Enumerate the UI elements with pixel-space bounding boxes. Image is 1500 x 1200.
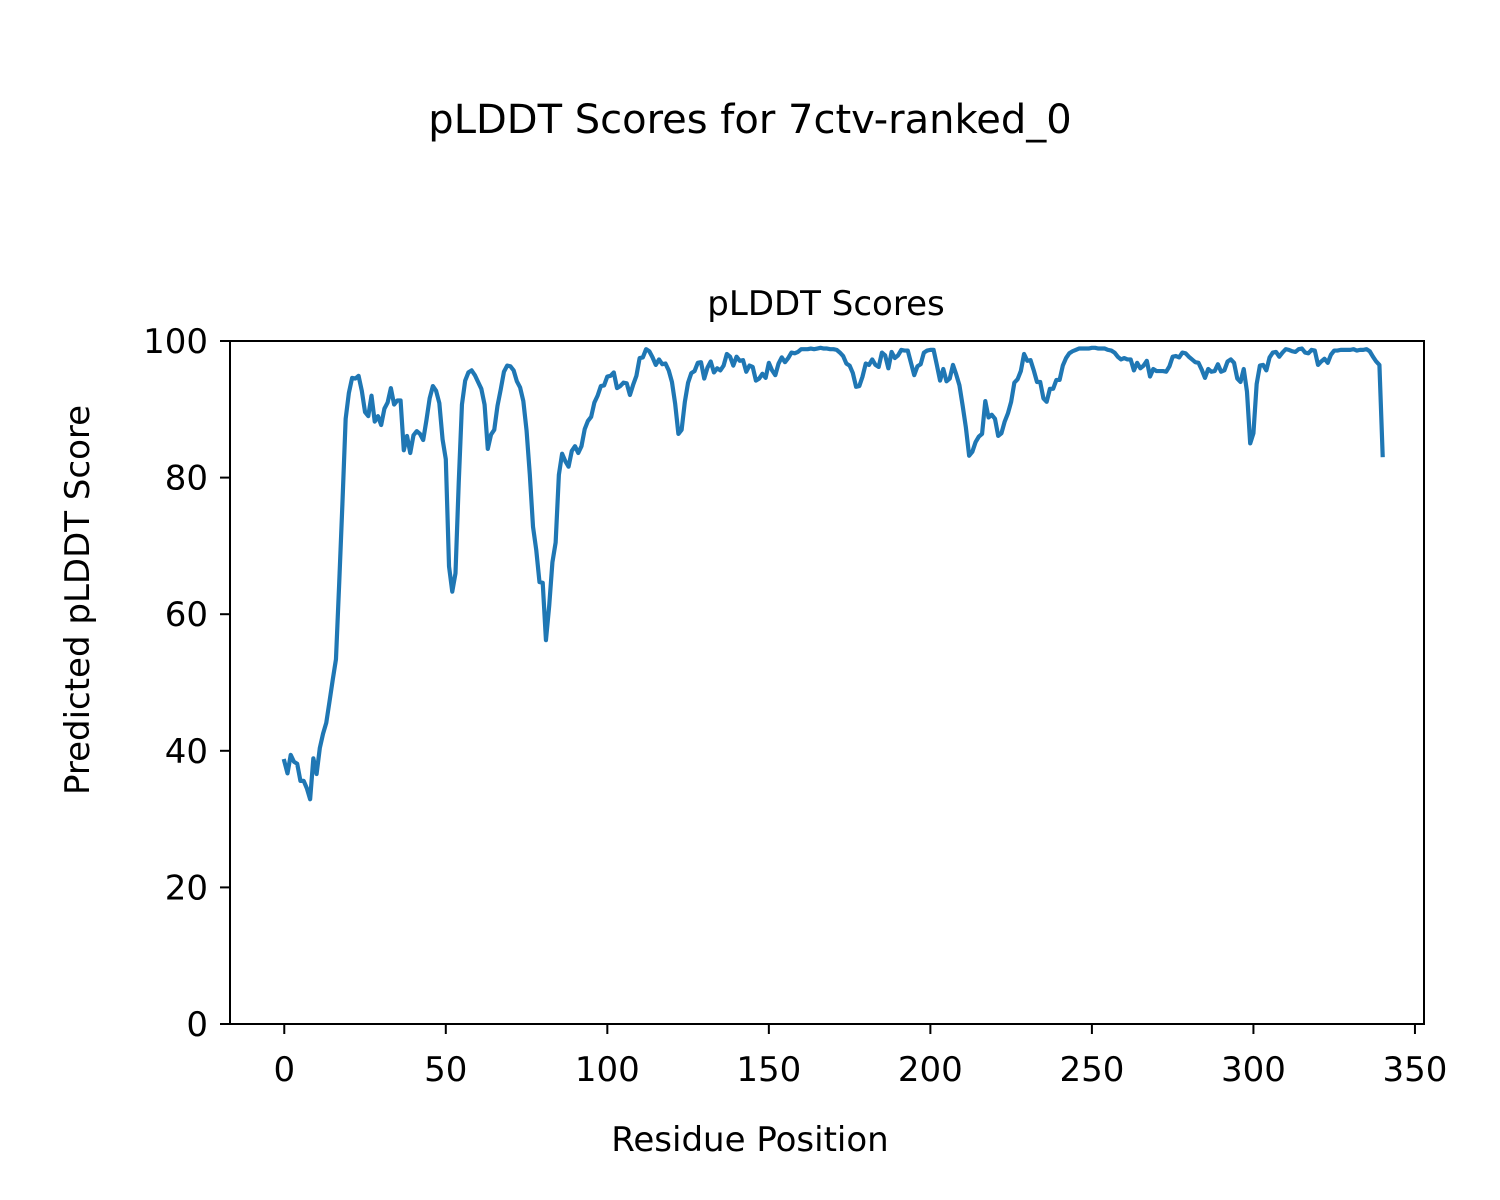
chart-title: pLDDT Scores [707, 284, 944, 324]
x-tick-label: 100 [575, 1050, 640, 1090]
x-tick-label: 50 [424, 1050, 467, 1090]
x-tick-label: 250 [1059, 1050, 1124, 1090]
y-tick-label: 0 [186, 1005, 208, 1045]
x-tick-label: 350 [1383, 1050, 1448, 1090]
x-tick-label: 300 [1221, 1050, 1286, 1090]
x-tick-label: 200 [898, 1050, 963, 1090]
x-tick-label: 0 [273, 1050, 295, 1090]
axes-frame [229, 340, 1425, 1025]
y-tick-label: 60 [165, 595, 208, 635]
y-axis-label: Predicted pLDDT Score [58, 405, 98, 795]
y-tick-label: 40 [165, 732, 208, 772]
y-tick-label: 100 [143, 322, 208, 362]
x-axis-label: Residue Position [611, 1120, 888, 1160]
y-tick-label: 20 [165, 868, 208, 908]
plot-area: 0 50 100 150 200 250 300 350 0 20 40 60 80 100 [143, 322, 1447, 1090]
x-tick-label: 150 [736, 1050, 801, 1090]
y-tick-label: 80 [165, 459, 208, 499]
figure-title: pLDDT Scores for 7ctv-ranked_0 [428, 97, 1071, 143]
data-line [281, 345, 1385, 802]
